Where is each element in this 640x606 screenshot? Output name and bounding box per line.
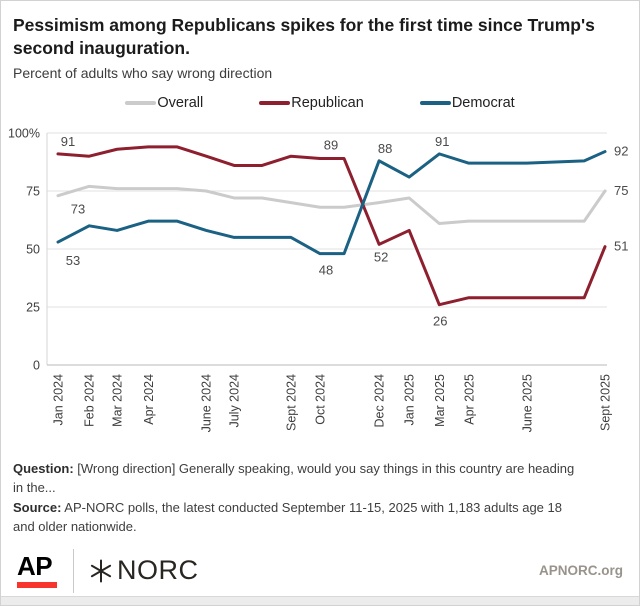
norc-logo: NORC <box>89 557 199 584</box>
x-tick-label: Dec 2024 <box>373 374 387 428</box>
y-tick-label: 100% <box>8 126 40 140</box>
series-line-democrat <box>56 149 607 256</box>
value-label: 91 <box>435 134 449 149</box>
chart-subtitle: Percent of adults who say wrong directio… <box>13 64 273 81</box>
y-tick-label: 0 <box>33 358 40 372</box>
x-tick-label: Feb 2024 <box>83 374 97 427</box>
norc-star-icon <box>90 559 112 583</box>
ap-logo-text: AP <box>17 551 53 582</box>
value-label: 51 <box>614 239 628 254</box>
value-label: 53 <box>66 253 80 268</box>
ap-logo: AP <box>17 551 57 589</box>
legend-swatch-democrat <box>419 101 451 105</box>
value-label: 48 <box>319 263 333 278</box>
value-label: 75 <box>614 183 628 198</box>
y-tick-label: 25 <box>26 300 40 314</box>
x-tick-label: July 2024 <box>228 374 242 428</box>
question-label: Question: <box>13 460 74 476</box>
chart-header: Pessimism among Republicans spikes for t… <box>1 1 639 81</box>
question-text: [Wrong direction] Generally speaking, wo… <box>73 460 575 476</box>
x-tick-label: Sept 2025 <box>599 374 613 431</box>
source-text-cont: and older nationwide. <box>13 519 137 535</box>
value-label: 92 <box>614 143 628 158</box>
question-note: Question: [Wrong direction] Generally sp… <box>13 459 623 498</box>
x-tick-label: Jan 2025 <box>403 374 417 425</box>
value-label: 88 <box>378 141 392 156</box>
x-tick-label: Jan 2024 <box>52 374 66 425</box>
x-tick-label: Mar 2024 <box>111 374 125 427</box>
series-line-overall <box>56 184 607 225</box>
x-tick-label: Apr 2025 <box>462 374 476 425</box>
legend-item-overall: Overall <box>125 95 203 111</box>
source-text: AP-NORC polls, the latest conducted Sept… <box>61 499 562 515</box>
x-tick-label: June 2024 <box>200 374 214 432</box>
legend: Overall Republican Democrat <box>1 94 639 112</box>
site-link[interactable]: APNORC.org <box>539 563 623 579</box>
y-tick-label: 50 <box>26 242 40 256</box>
bottom-strip <box>1 596 639 605</box>
value-label: 52 <box>374 249 388 264</box>
value-label: 91 <box>61 134 75 149</box>
source-label: Source: <box>13 499 62 515</box>
value-label: 73 <box>71 202 85 217</box>
x-tick-label: June 2025 <box>520 374 534 432</box>
legend-swatch-overall <box>125 101 157 105</box>
value-label: 89 <box>324 137 338 152</box>
series-line-republican <box>56 145 607 307</box>
x-tick-label: Oct 2024 <box>314 374 328 425</box>
chart-svg: 100% 75 50 25 0 Jan 2024 Feb 2024 Mar 2024 Apr 2… <box>8 126 628 432</box>
legend-item-democrat: Democrat <box>419 94 515 111</box>
x-tick-label: Sept 2024 <box>285 374 299 431</box>
ap-logo-underline <box>17 582 57 589</box>
legend-label: Overall <box>157 94 204 111</box>
y-tick-label: 75 <box>26 184 40 198</box>
x-tick-label: Mar 2025 <box>433 374 447 427</box>
legend-item-republican: Republican <box>259 95 364 111</box>
legend-label: Republican <box>291 94 364 111</box>
chart-title: Pessimism among Republicans spikes for t… <box>13 15 595 59</box>
legend-swatch-republican <box>259 101 291 105</box>
legend-label: Democrat <box>451 94 515 111</box>
brand-divider <box>73 548 74 593</box>
question-text-cont: in the... <box>13 480 56 496</box>
x-tick-label: Apr 2024 <box>142 374 156 425</box>
source-note: Source: AP-NORC polls, the latest conduc… <box>13 498 623 537</box>
branding-bar: AP NORC APNORC.org <box>1 547 639 595</box>
value-label: 26 <box>433 314 447 329</box>
chart-footnotes: Question: [Wrong direction] Generally sp… <box>1 457 639 537</box>
norc-logo-text: NORC <box>117 555 199 586</box>
